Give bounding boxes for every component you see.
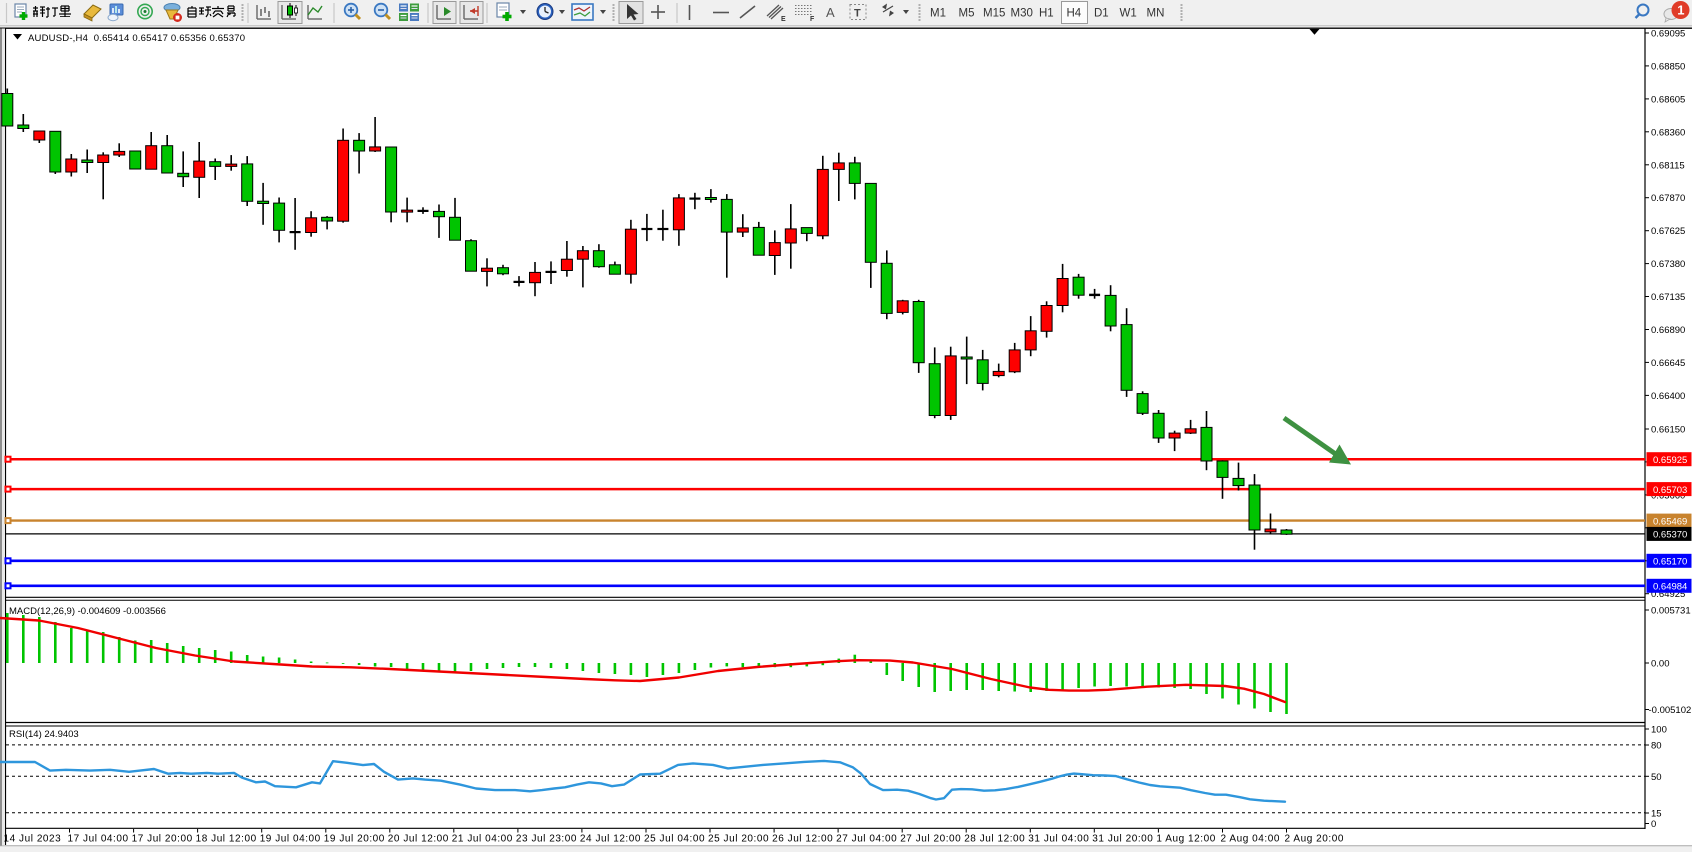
svg-text:0.69095: 0.69095 xyxy=(1651,29,1685,40)
svg-text:2 Aug 20:00: 2 Aug 20:00 xyxy=(1285,834,1344,845)
svg-text:M5: M5 xyxy=(959,8,975,20)
svg-text:A: A xyxy=(826,5,835,20)
svg-text:MN: MN xyxy=(1147,8,1165,20)
svg-text:2 Aug 04:00: 2 Aug 04:00 xyxy=(1221,834,1280,845)
svg-text:H4: H4 xyxy=(1067,8,1082,20)
svg-text:W1: W1 xyxy=(1120,8,1137,20)
svg-text:27 Jul 04:00: 27 Jul 04:00 xyxy=(836,834,897,845)
svg-text:18 Jul 12:00: 18 Jul 12:00 xyxy=(196,834,257,845)
svg-text:17 Jul 04:00: 17 Jul 04:00 xyxy=(68,834,129,845)
svg-text:E: E xyxy=(781,16,786,23)
svg-text:0.67135: 0.67135 xyxy=(1651,292,1685,303)
svg-text:0.66645: 0.66645 xyxy=(1651,358,1685,369)
svg-text:0.65370: 0.65370 xyxy=(1653,530,1687,541)
svg-text:0.67625: 0.67625 xyxy=(1651,226,1685,237)
svg-text:0.65469: 0.65469 xyxy=(1653,516,1687,527)
svg-text:25 Jul 20:00: 25 Jul 20:00 xyxy=(708,834,769,845)
svg-text:AUDUSD-,H4 0.65414 0.65417 0.: AUDUSD-,H4 0.65414 0.65417 0.65356 0.653… xyxy=(28,33,245,44)
svg-text:0.66400: 0.66400 xyxy=(1651,391,1685,402)
svg-text:31 Jul 20:00: 31 Jul 20:00 xyxy=(1092,834,1153,845)
svg-text:1 Aug 12:00: 1 Aug 12:00 xyxy=(1156,834,1215,845)
svg-text:0.00: 0.00 xyxy=(1651,659,1670,670)
svg-text:19 Jul 04:00: 19 Jul 04:00 xyxy=(260,834,321,845)
svg-text:0.65703: 0.65703 xyxy=(1653,485,1687,496)
svg-text:14 Jul 2023: 14 Jul 2023 xyxy=(4,834,62,845)
svg-text:0.68850: 0.68850 xyxy=(1651,61,1685,72)
svg-text:0.65170: 0.65170 xyxy=(1653,557,1687,568)
svg-text:28 Jul 12:00: 28 Jul 12:00 xyxy=(964,834,1025,845)
svg-text:19 Jul 20:00: 19 Jul 20:00 xyxy=(324,834,385,845)
svg-text:H1: H1 xyxy=(1039,8,1054,20)
svg-text:50: 50 xyxy=(1651,772,1662,783)
svg-text:0.005731: 0.005731 xyxy=(1651,606,1691,617)
svg-text:0.67380: 0.67380 xyxy=(1651,259,1685,270)
svg-text:1: 1 xyxy=(1677,3,1684,18)
svg-text:100: 100 xyxy=(1651,725,1667,736)
svg-text:31 Jul 04:00: 31 Jul 04:00 xyxy=(1028,834,1089,845)
svg-text:17 Jul 20:00: 17 Jul 20:00 xyxy=(132,834,193,845)
svg-text:26 Jul 12:00: 26 Jul 12:00 xyxy=(772,834,833,845)
svg-text:15: 15 xyxy=(1651,809,1662,820)
svg-text:25 Jul 04:00: 25 Jul 04:00 xyxy=(644,834,705,845)
svg-text:0.68360: 0.68360 xyxy=(1651,127,1685,138)
svg-text:M1: M1 xyxy=(930,8,946,20)
svg-text:0.64984: 0.64984 xyxy=(1653,582,1687,593)
svg-text:21 Jul 04:00: 21 Jul 04:00 xyxy=(452,834,513,845)
svg-text:0.67870: 0.67870 xyxy=(1651,193,1685,204)
svg-text:80: 80 xyxy=(1651,741,1662,752)
svg-text:T: T xyxy=(854,8,861,20)
svg-text:24 Jul 12:00: 24 Jul 12:00 xyxy=(580,834,641,845)
svg-text:M30: M30 xyxy=(1011,8,1033,20)
svg-text:M15: M15 xyxy=(983,8,1005,20)
svg-text:0: 0 xyxy=(1651,819,1656,830)
svg-text:0.66890: 0.66890 xyxy=(1651,325,1685,336)
svg-text:0.66150: 0.66150 xyxy=(1651,425,1685,436)
svg-text:F: F xyxy=(810,16,815,23)
svg-text:0.68605: 0.68605 xyxy=(1651,94,1685,105)
svg-text:0.64925: 0.64925 xyxy=(1651,589,1685,600)
svg-text:0.65925: 0.65925 xyxy=(1653,455,1687,466)
svg-text:MACD(12,26,9) -0.004609 -0.003: MACD(12,26,9) -0.004609 -0.003566 xyxy=(9,606,166,617)
svg-text:-0.005102: -0.005102 xyxy=(1649,705,1692,716)
svg-text:27 Jul 20:00: 27 Jul 20:00 xyxy=(900,834,961,845)
svg-text:20 Jul 12:00: 20 Jul 12:00 xyxy=(388,834,449,845)
svg-text:D1: D1 xyxy=(1094,8,1109,20)
svg-text:23 Jul 23:00: 23 Jul 23:00 xyxy=(516,834,577,845)
svg-text:0.68115: 0.68115 xyxy=(1651,160,1685,171)
svg-text:RSI(14) 24.9403: RSI(14) 24.9403 xyxy=(9,729,79,740)
